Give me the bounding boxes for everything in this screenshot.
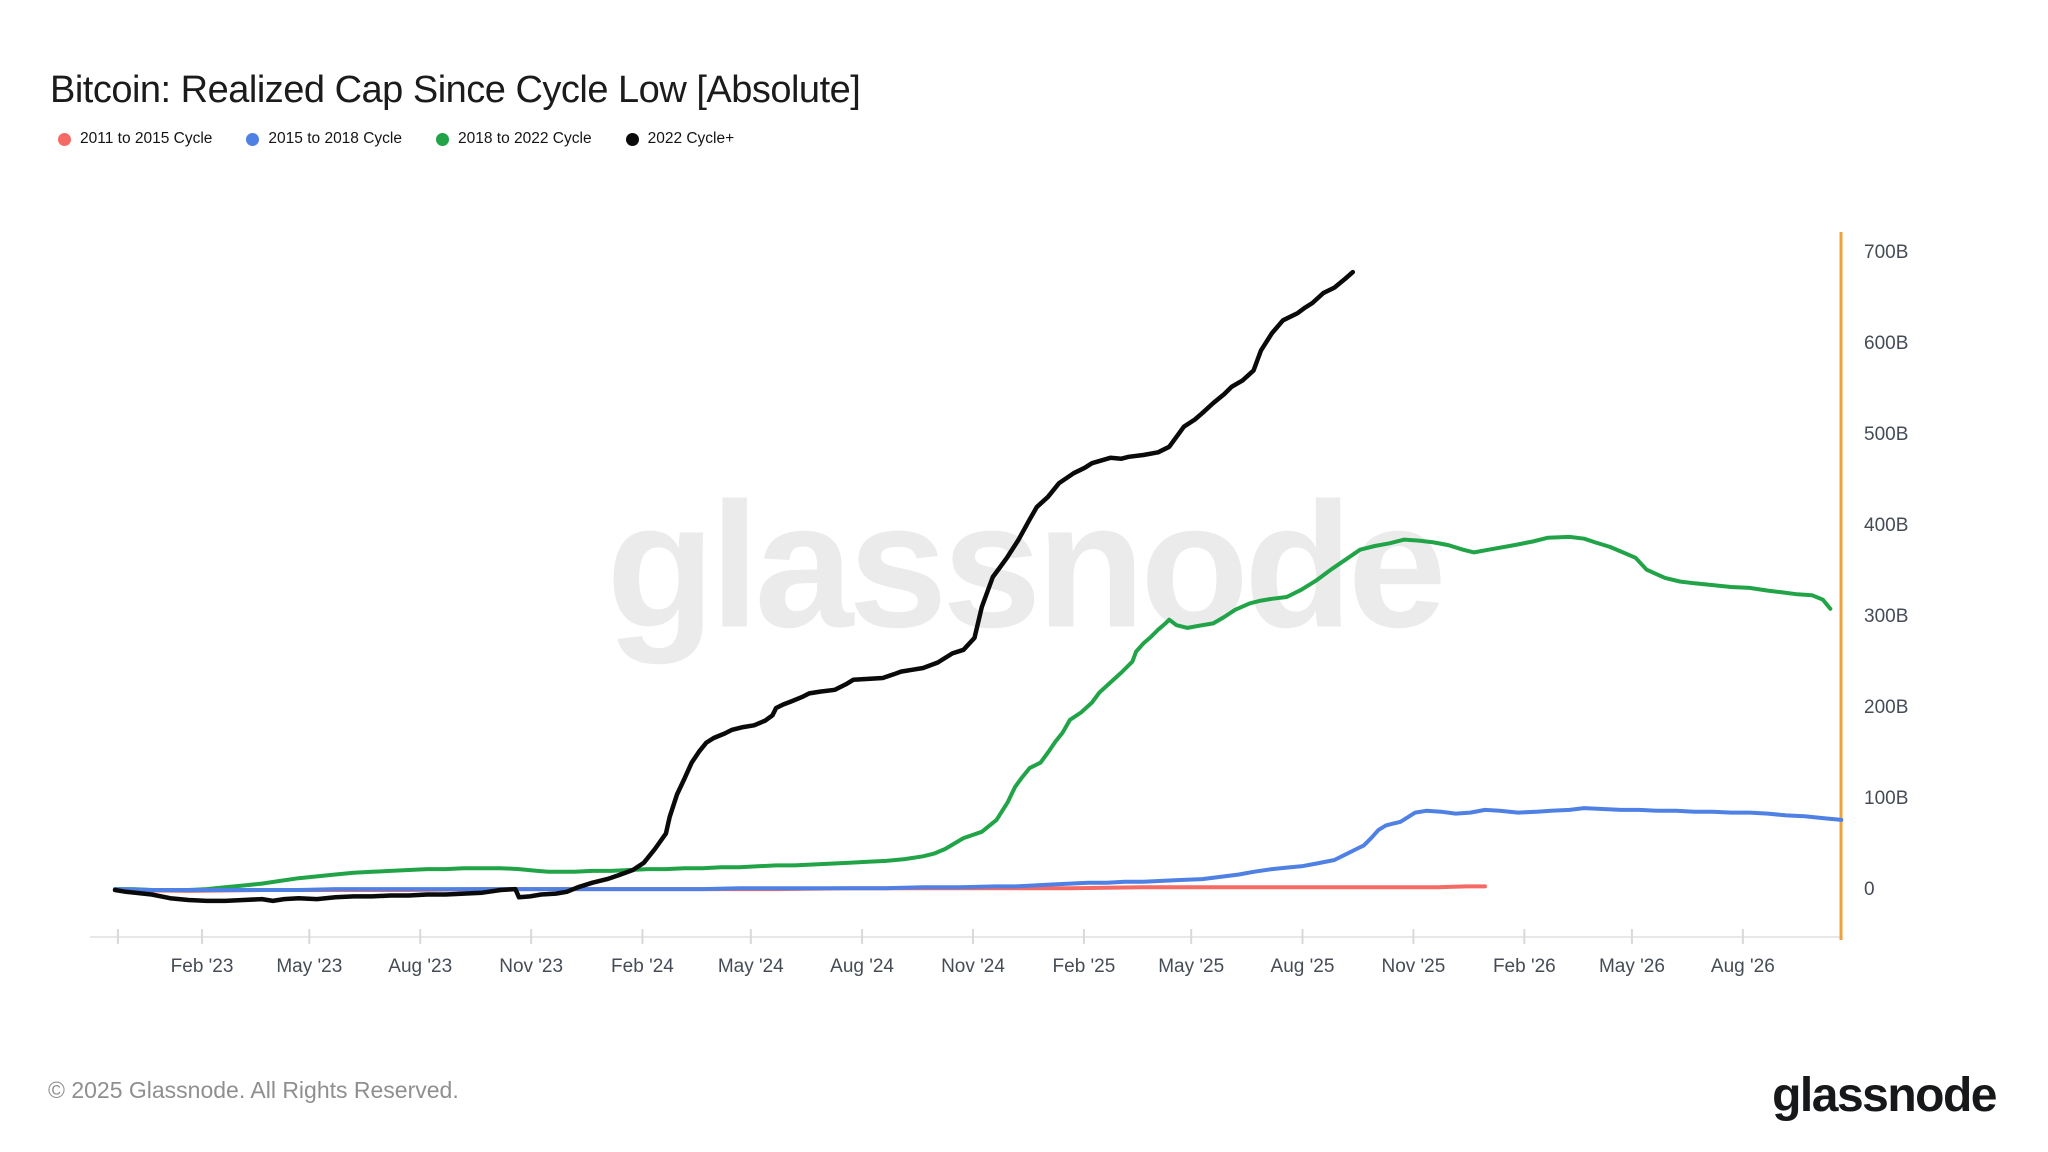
legend-item-2022-cycle-plus[interactable]: 2022 Cycle+ (625, 130, 735, 148)
x-tick-label: Nov '25 (1381, 956, 1446, 977)
glassnode-watermark: glassnode (606, 465, 1446, 665)
legend-dot-blue-icon (246, 132, 260, 146)
chart-legend: 2011 to 2015 Cycle 2015 to 2018 Cycle 20… (58, 130, 734, 148)
series-line-2015-to-2018-cycle[interactable] (113, 806, 1844, 892)
x-tick-label: Aug '26 (1710, 956, 1775, 977)
x-tick-label: May '25 (1158, 956, 1225, 977)
legend-label: 2011 to 2015 Cycle (80, 130, 213, 147)
y-tick-label: 500B (1864, 424, 1909, 445)
x-tick-label: Nov '24 (941, 956, 1005, 977)
x-tick-label: Feb '23 (170, 956, 234, 977)
legend-label: 2018 to 2022 Cycle (458, 130, 592, 147)
copyright-text: © 2025 Glassnode. All Rights Reserved. (48, 1077, 459, 1103)
x-tick-label: May '24 (717, 956, 784, 977)
legend-label: 2022 Cycle+ (647, 130, 735, 147)
y-tick-label: 0 (1864, 879, 1875, 900)
legend-dot-red-icon (58, 132, 71, 146)
x-tick-label: Aug '23 (388, 956, 453, 977)
glassnode-logo: glassnode (1772, 1069, 1997, 1122)
x-tick-label: Feb '24 (611, 956, 674, 977)
series-line-2022-cycle-[interactable] (112, 269, 1356, 904)
legend-dot-green-icon (436, 132, 449, 146)
legend-item-2011-2015-cycle[interactable]: 2011 to 2015 Cycle (58, 130, 212, 148)
x-tick-label: Feb '25 (1052, 956, 1116, 977)
x-tick-label: Feb '26 (1492, 956, 1556, 977)
x-tick-label: May '23 (276, 956, 343, 977)
series-line-2018-to-2022-cycle[interactable] (113, 534, 1833, 892)
y-tick-label: 200B (1864, 697, 1909, 718)
y-tick-label: 700B (1864, 242, 1909, 263)
x-tick-label: Nov '23 (499, 956, 564, 977)
y-tick-label: 300B (1864, 606, 1909, 627)
y-tick-label: 100B (1864, 788, 1909, 809)
legend-dot-black-icon (625, 132, 639, 146)
y-tick-label: 400B (1864, 515, 1909, 536)
legend-item-2018-2022-cycle[interactable]: 2018 to 2022 Cycle (436, 130, 592, 148)
y-tick-label: 600B (1864, 333, 1909, 354)
x-tick-label: Aug '24 (830, 956, 895, 977)
x-tick-label: Aug '25 (1270, 956, 1335, 977)
legend-label: 2015 to 2018 Cycle (268, 130, 402, 147)
legend-item-2015-2018-cycle[interactable]: 2015 to 2018 Cycle (246, 130, 402, 148)
chart-title: Bitcoin: Realized Cap Since Cycle Low [A… (50, 69, 861, 112)
x-tick-label: May '26 (1598, 956, 1665, 977)
